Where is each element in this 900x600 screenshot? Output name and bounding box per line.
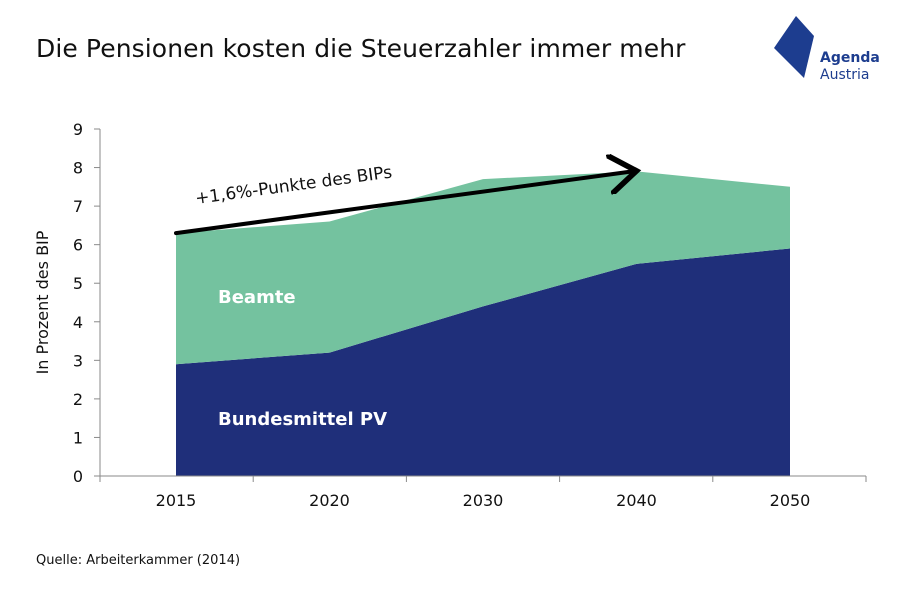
y-tick-label: 3 [73, 351, 83, 370]
labels-layer: Bundesmittel PV Beamte [218, 287, 387, 430]
annotation-arrow [174, 171, 633, 236]
y-tick-label: 4 [73, 313, 83, 332]
y-tick-label: 8 [73, 159, 83, 178]
x-tick-label: 2020 [309, 491, 350, 510]
agenda-austria-logo-icon [774, 16, 814, 78]
y-tick-label: 6 [73, 236, 83, 255]
y-tick-label: 2 [73, 390, 83, 409]
axes-layer: 0 1 2 3 4 5 6 7 8 9 2015 2020 2030 2040 2050 In Prozent… [33, 120, 867, 510]
area-series-bundesmittel-pv [176, 248, 790, 476]
chart-title: Die Pensionen kosten die Steuerzahler im… [36, 34, 686, 63]
series-label-beamte: Beamte [218, 287, 296, 308]
logo-text-austria: Austria [820, 67, 870, 83]
y-tick-label: 1 [73, 428, 83, 447]
logo-text-agenda: Agenda [820, 50, 880, 66]
y-tick-label: 9 [73, 120, 83, 139]
area-series-beamte [176, 171, 790, 365]
areas-layer [176, 171, 790, 476]
x-tick-label: 2050 [770, 491, 811, 510]
series-label-bundesmittel-pv: Bundesmittel PV [218, 409, 387, 430]
annotation-text: +1,6%-Punkte des BIPs [194, 163, 393, 209]
y-tick-label: 5 [73, 274, 83, 293]
y-tick-label: 7 [73, 197, 83, 216]
x-tick-label: 2040 [616, 491, 657, 510]
x-tick-label: 2030 [463, 491, 504, 510]
x-tick-label: 2015 [156, 491, 197, 510]
y-axis-title: In Prozent des BIP [33, 230, 52, 374]
y-tick-label: 0 [73, 467, 83, 486]
source-note: Quelle: Arbeiterkammer (2014) [36, 553, 241, 568]
